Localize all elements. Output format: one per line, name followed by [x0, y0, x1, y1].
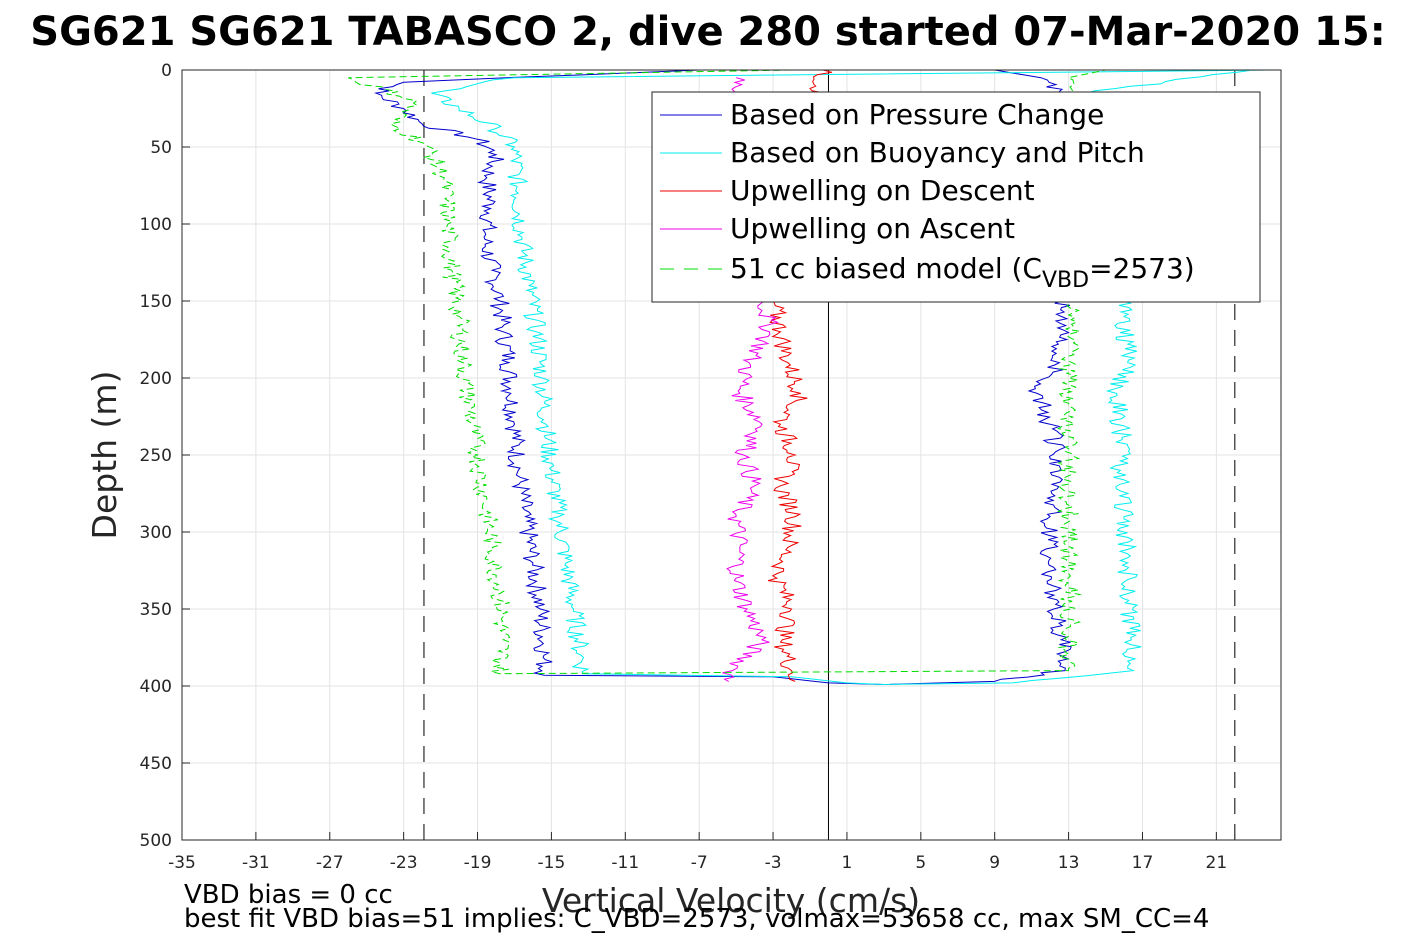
x-tick-label: -31	[242, 853, 270, 873]
x-tick-label: -3	[765, 853, 782, 873]
y-tick-label: 300	[140, 523, 172, 543]
x-axis-label: Vertical Velocity (cm/s)	[542, 881, 920, 920]
legend-model-suffix: =2573)	[1089, 252, 1195, 285]
x-tick-label: 13	[1058, 853, 1080, 873]
legend-model-subscript: VBD	[1042, 268, 1089, 293]
chart-title: SG621 SG621 TABASCO 2, dive 280 started …	[30, 9, 1385, 55]
y-tick-label: 50	[150, 138, 172, 158]
footer-line-2: best fit VBD bias=51 implies: C_VBD=2573…	[184, 904, 1209, 934]
legend: Based on Pressure Change Based on Buoyan…	[651, 91, 1261, 303]
x-tick-label: -15	[538, 853, 566, 873]
y-tick-label: 100	[140, 215, 172, 235]
x-tick-label: 17	[1132, 853, 1154, 873]
x-tick-label: 5	[915, 853, 926, 873]
legend-box	[651, 91, 1261, 303]
legend-label-buoyancy: Based on Buoyancy and Pitch	[730, 136, 1145, 169]
x-tick-label: -35	[168, 853, 196, 873]
legend-model-prefix: 51 cc biased model (C	[730, 252, 1042, 285]
y-tick-label: 0	[161, 61, 172, 81]
x-tick-label: -19	[464, 853, 492, 873]
x-tick-label: 1	[842, 853, 853, 873]
y-tick-label: 400	[140, 677, 172, 697]
x-tick-label: -23	[390, 853, 418, 873]
y-tick-label: 200	[140, 369, 172, 389]
legend-label-up-asc: Upwelling on Ascent	[730, 212, 1015, 245]
x-tick-label: -11	[611, 853, 639, 873]
x-tick-label: -7	[691, 853, 708, 873]
plot-frame	[181, 69, 1282, 841]
x-tick-label: -27	[316, 853, 344, 873]
footer-line-1: VBD bias = 0 cc	[184, 880, 393, 910]
legend-label-up-desc: Upwelling on Descent	[730, 174, 1035, 207]
y-tick-label: 150	[140, 292, 172, 312]
x-tick-labels: -35 -31 -27 -23 -19 -15 -11 -7 -3 1 5 9 13 17 21	[168, 853, 1227, 873]
legend-label-pressure: Based on Pressure Change	[730, 98, 1104, 131]
x-tick-label: 21	[1206, 853, 1228, 873]
y-tick-label: 500	[140, 831, 172, 851]
legend-label-model: 51 cc biased model (CVBD=2573)	[730, 252, 1195, 293]
y-tick-label: 350	[140, 600, 172, 620]
y-tick-label: 450	[140, 754, 172, 774]
y-tick-label: 250	[140, 446, 172, 466]
x-tick-label: 9	[989, 853, 1000, 873]
y-axis-label: Depth (m)	[85, 371, 124, 540]
y-tick-labels: 0 50 100 150 200 250 300 350 400 450 500	[140, 61, 172, 851]
